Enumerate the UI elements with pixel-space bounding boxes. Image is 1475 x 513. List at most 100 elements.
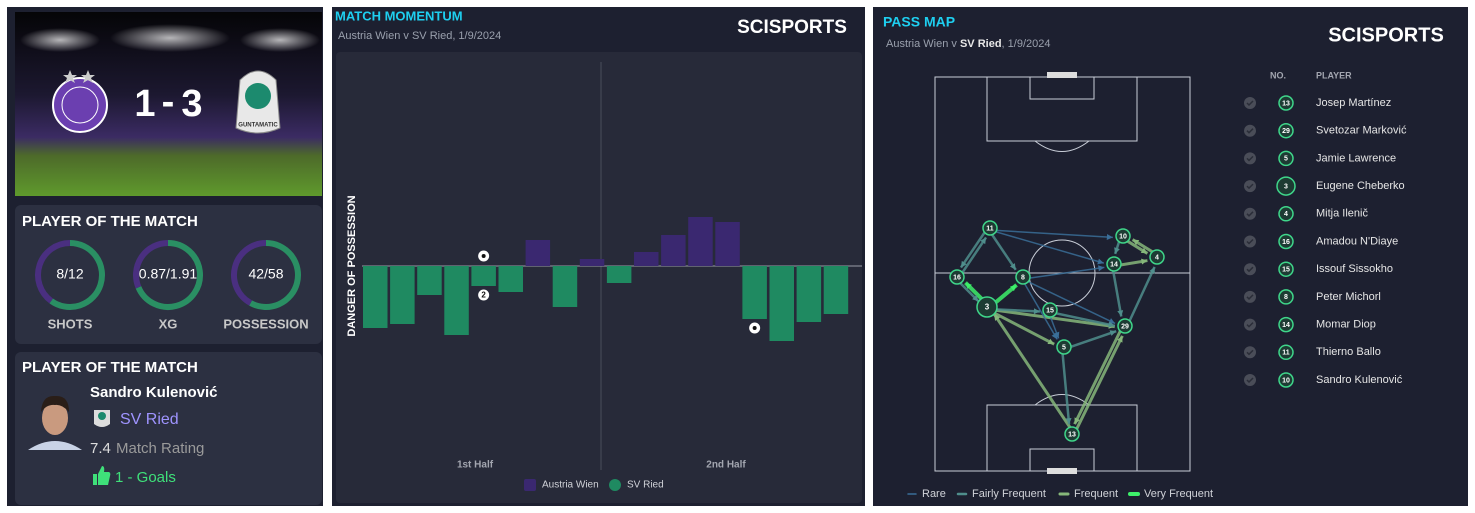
pass-line (1064, 329, 1117, 351)
pass-line (1072, 335, 1124, 436)
node-number: 11 (986, 225, 994, 232)
list-number: 3 (1284, 183, 1288, 190)
pass-arrow (994, 314, 1001, 321)
node-number: 29 (1121, 323, 1129, 330)
player-team: SV Ried (120, 411, 179, 428)
player-node (976, 296, 998, 318)
pass-arrow (1141, 258, 1148, 265)
brand: SCISPORTS (1328, 24, 1444, 46)
bar (417, 266, 442, 295)
bar (606, 266, 632, 283)
pass-arrow (1117, 310, 1124, 317)
chart-title: MATCH MOMENTUM (335, 8, 463, 23)
pass-arrow (1033, 308, 1040, 315)
plot-area (336, 52, 862, 503)
list-number: 29 (1282, 128, 1290, 135)
bar (742, 266, 767, 319)
stat-label: POSSESSION (223, 316, 308, 331)
node-number: 3 (985, 303, 990, 312)
home-arc (231, 240, 267, 306)
pass-line (1049, 310, 1116, 328)
avatar-face (42, 401, 68, 435)
player-name: Svetozar Marković (1316, 125, 1407, 137)
pass-arrow (1106, 234, 1113, 241)
legend-label: Austria Wien (542, 480, 599, 491)
y-axis-label: DANGER OF POSSESSION (346, 195, 358, 336)
check-mark (1246, 322, 1254, 328)
bar (525, 240, 551, 266)
node-number: 16 (953, 274, 961, 281)
player-node (982, 220, 998, 236)
player-node (1064, 426, 1080, 442)
rating-label: Match Rating (116, 440, 204, 457)
stat-value: 8/12 (56, 266, 83, 282)
goal-icon-dot (752, 326, 757, 330)
player-node (1117, 318, 1133, 334)
player-name: Mitja Ilenič (1316, 208, 1368, 220)
list-number: 15 (1282, 267, 1290, 274)
goal-icon (478, 289, 490, 301)
away-score: 3 (181, 83, 202, 125)
check-mark (1246, 238, 1254, 245)
pass-line (1073, 324, 1125, 425)
legend-swatch (524, 479, 536, 491)
away-arc (49, 240, 105, 310)
period-label: 2nd Half (706, 460, 746, 471)
bar (688, 217, 713, 266)
pass-line (957, 236, 988, 279)
pass-arrow (1117, 335, 1123, 343)
pass-arrow (1109, 330, 1117, 336)
pass-arrow (965, 282, 972, 290)
bar (634, 252, 659, 266)
card-title: PLAYER OF THE MATCH (22, 213, 198, 230)
list-number: 13 (1282, 100, 1290, 107)
number-badge (1278, 261, 1294, 277)
pass-line (987, 228, 1017, 271)
player-name: Josep Martínez (1316, 97, 1391, 109)
thumbs-up (93, 466, 111, 485)
check-mark (1246, 377, 1254, 384)
pass-line (1125, 266, 1156, 328)
number-badge (1278, 206, 1294, 222)
player-name: Thierno Ballo (1316, 346, 1381, 358)
pass-arrow (972, 294, 979, 302)
home-arc (133, 240, 169, 289)
stat-label: SHOTS (48, 316, 93, 331)
bar (471, 266, 496, 286)
brand: SCISPORTS (737, 17, 847, 38)
number-badge (1278, 289, 1294, 305)
sponsor: GUNTAMATIC (238, 123, 278, 129)
player-name: Issouf Sissokho (1316, 263, 1393, 275)
legend-label: Fairly Frequent (972, 488, 1046, 500)
list-number: 16 (1282, 239, 1290, 246)
bar (552, 266, 578, 307)
player-node (1106, 256, 1122, 272)
list-number: 8 (1284, 294, 1288, 301)
check-mark (1246, 211, 1254, 217)
bar (498, 266, 523, 292)
number-badge (1278, 122, 1294, 139)
bar (823, 266, 849, 314)
pass-line (985, 307, 1055, 346)
stat-value: 0.87/1.91 (139, 266, 198, 282)
legend-label: Rare (922, 488, 946, 500)
list-number: 4 (1284, 211, 1288, 218)
list-number: 5 (1284, 156, 1288, 163)
score-separator: - (162, 81, 175, 123)
column-header: PLAYER (1316, 70, 1352, 80)
pass-arrow (980, 237, 987, 245)
stat-label: XG (159, 316, 178, 331)
check-mark (1246, 100, 1254, 107)
pass-arrow (1047, 338, 1055, 345)
pass-line (1021, 278, 1116, 325)
list-number: 10 (1282, 377, 1290, 384)
player-node (949, 269, 965, 285)
player-name: Sandro Kulenović (1316, 374, 1403, 386)
pass-arrow (960, 260, 967, 268)
legend-label: SV Ried (627, 480, 664, 491)
bar (796, 266, 822, 322)
bar (661, 235, 686, 266)
pass-arrow (1108, 321, 1115, 328)
pass-arrow (1097, 258, 1104, 265)
